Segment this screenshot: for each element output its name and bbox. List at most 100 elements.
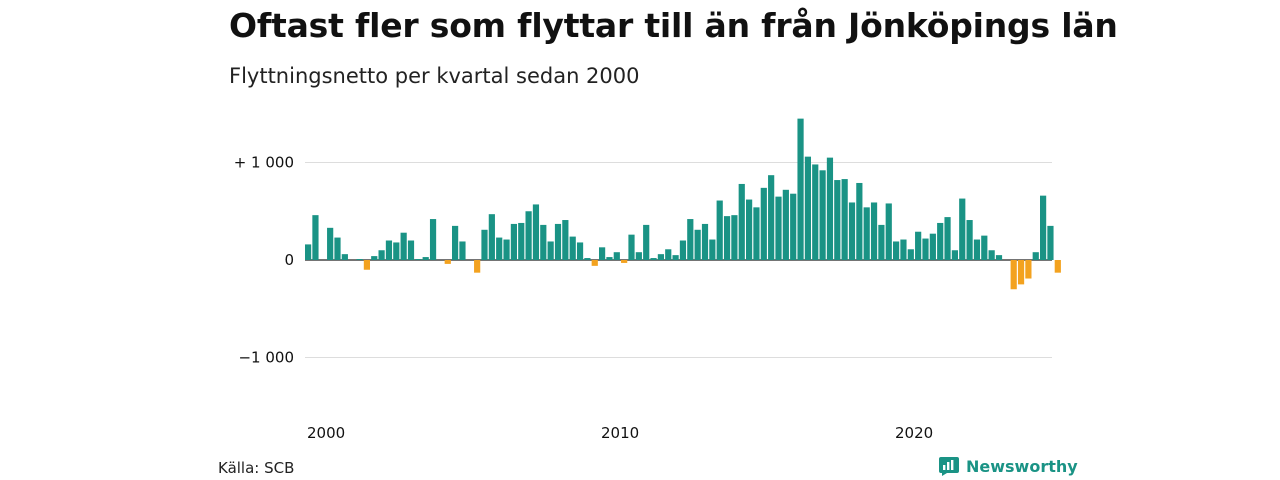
bar — [481, 229, 488, 260]
bar — [643, 224, 650, 260]
bar — [834, 180, 841, 260]
brand-name: Newsworthy — [966, 456, 1078, 476]
bar — [665, 249, 672, 260]
bar — [848, 202, 856, 260]
bar — [554, 223, 562, 260]
bar — [804, 156, 811, 260]
bar — [775, 196, 782, 261]
bar — [584, 258, 591, 260]
bar — [407, 240, 415, 260]
bar — [532, 204, 540, 260]
bar — [768, 175, 775, 260]
bar — [613, 252, 620, 260]
bar — [327, 227, 334, 260]
chart-subtitle: Flyttningsnetto per kvartal sedan 2000 — [229, 64, 640, 88]
bar — [826, 157, 834, 261]
brand-logo: Newsworthy — [938, 455, 1078, 477]
bar — [503, 239, 510, 260]
bar — [812, 164, 819, 260]
bar — [547, 241, 554, 260]
bar — [951, 250, 958, 260]
bar — [591, 260, 598, 266]
bar — [1054, 260, 1061, 273]
bar — [1040, 195, 1047, 260]
bar-layer — [305, 118, 1061, 290]
bar — [400, 232, 407, 260]
bar — [966, 220, 973, 260]
bar — [510, 223, 517, 260]
bar — [746, 199, 753, 260]
bar — [312, 215, 319, 260]
bar — [797, 118, 804, 261]
bar — [709, 239, 716, 260]
bar — [540, 224, 547, 260]
bar — [856, 182, 863, 260]
x-tick-label: 2000 — [307, 424, 345, 442]
bar — [393, 242, 400, 260]
bar — [760, 187, 767, 260]
bar — [452, 225, 459, 261]
bar — [415, 259, 422, 260]
bar — [356, 259, 363, 260]
bar — [569, 236, 576, 260]
bar — [893, 241, 900, 260]
bar — [723, 216, 731, 261]
bar — [819, 170, 826, 260]
bar — [988, 250, 995, 260]
bar — [371, 256, 378, 260]
bar — [444, 260, 451, 264]
bar — [650, 258, 657, 260]
bar — [841, 179, 848, 260]
bar — [305, 244, 312, 260]
bar — [606, 257, 613, 260]
bar — [1017, 260, 1025, 285]
bar — [1025, 260, 1032, 279]
x-tick-label: 2010 — [601, 424, 639, 442]
bar — [679, 240, 687, 260]
bar — [422, 257, 429, 260]
bar — [878, 224, 885, 260]
newsworthy-logo-icon — [939, 457, 959, 476]
y-tick-label: −1 000 — [238, 349, 294, 367]
source-note: Källa: SCB — [218, 459, 295, 477]
bar — [562, 220, 569, 260]
bar — [716, 200, 723, 260]
bar — [701, 223, 709, 260]
bar — [981, 235, 988, 261]
bar — [1047, 225, 1054, 261]
bar — [635, 252, 642, 260]
bar — [621, 260, 628, 263]
bar — [907, 249, 914, 260]
bar — [915, 231, 922, 260]
bar — [474, 260, 481, 273]
bar — [973, 239, 981, 260]
chart-title: Oftast fler som flyttar till än från Jön… — [229, 6, 1118, 45]
bar — [863, 207, 870, 260]
bar — [922, 238, 929, 260]
bar — [628, 234, 635, 260]
bar — [790, 193, 797, 260]
bar — [929, 233, 936, 260]
bar — [385, 240, 393, 260]
bar — [363, 260, 370, 270]
bar — [378, 250, 385, 260]
bar — [870, 202, 878, 260]
bar — [518, 222, 525, 260]
bar — [1010, 260, 1017, 290]
bar — [429, 219, 437, 260]
bar — [694, 229, 701, 260]
bar — [459, 241, 466, 260]
bar — [341, 254, 348, 260]
bar — [885, 203, 892, 260]
bar — [576, 242, 584, 260]
bar — [672, 255, 679, 261]
bar — [944, 217, 951, 260]
bar — [496, 237, 503, 260]
bar — [525, 211, 532, 260]
bar — [599, 247, 606, 260]
y-tick-label: + 1 000 — [234, 154, 294, 172]
bar — [687, 219, 694, 260]
bar — [731, 215, 738, 260]
bar — [959, 198, 966, 260]
